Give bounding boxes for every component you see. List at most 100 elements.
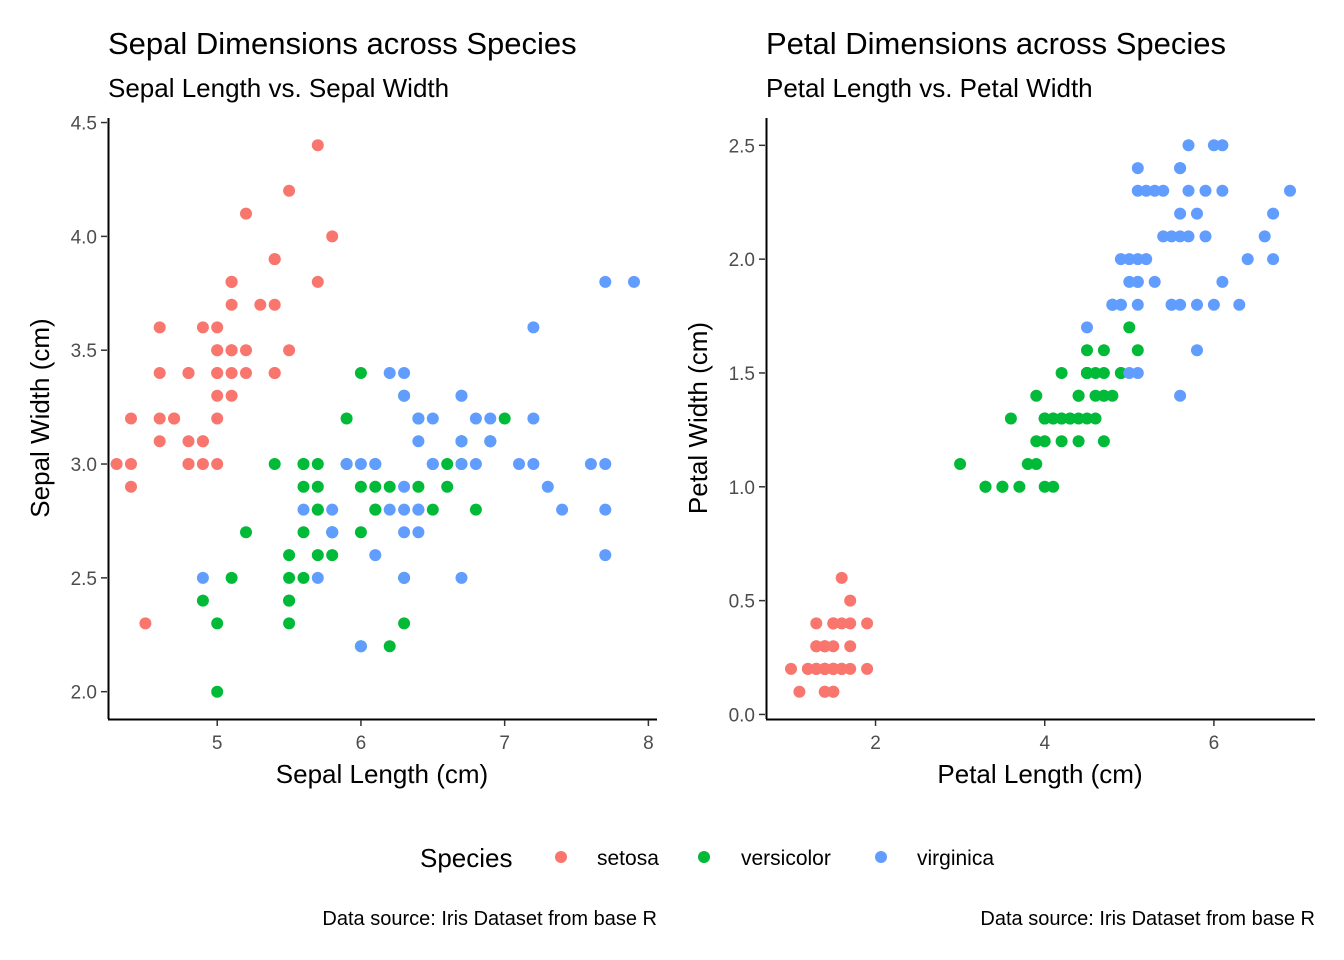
sepal-point-virginica-18 [599, 549, 612, 562]
sepal-chart-title: Sepal Dimensions across Species [108, 26, 577, 61]
sepal-y-tick-label: 2.5 [71, 569, 97, 590]
petal-point-setosa-32 [827, 685, 840, 698]
petal-point-virginica-17 [1267, 207, 1280, 220]
petal-point-virginica-49 [1131, 298, 1144, 311]
petal-point-virginica-32 [1174, 207, 1187, 220]
petal-point-versicolor-4 [1089, 367, 1102, 379]
petal-x-tick-label: 4 [1039, 733, 1050, 754]
sepal-point-setosa-32 [240, 207, 252, 220]
petal-point-virginica-18 [1284, 184, 1296, 197]
legend-label-virginica: virginica [917, 847, 994, 870]
sepal-point-virginica-47 [426, 458, 439, 470]
sepal-point-virginica-6 [196, 571, 209, 584]
sepal-point-setosa-49 [211, 389, 224, 402]
petal-point-virginica-48 [1157, 184, 1170, 197]
petal-chart-subtitle: Petal Length vs. Petal Width [766, 73, 1093, 103]
petal-point-versicolor-22 [1114, 367, 1127, 379]
sepal-point-virginica-21 [297, 503, 310, 516]
petal-point-setosa-26 [835, 617, 848, 630]
petal-point-setosa-43 [835, 571, 848, 584]
petal-point-versicolor-30 [1021, 458, 1034, 470]
petal-point-setosa-13 [793, 685, 806, 698]
sepal-point-versicolor-8 [441, 480, 454, 493]
sepal-caption: Data source: Iris Dataset from base R [322, 908, 657, 930]
sepal-point-virginica-36 [398, 367, 411, 379]
petal-x-ticks: 2 4 6 [870, 720, 1219, 754]
petal-point-versicolor-26 [1106, 389, 1119, 402]
sepal-x-tick-label: 8 [643, 733, 654, 754]
sepal-point-setosa-47 [153, 412, 166, 425]
petal-point-versicolor-23 [1097, 435, 1110, 448]
sepal-point-setosa-46 [225, 275, 238, 288]
petal-chart-title: Petal Dimensions across Species [766, 26, 1226, 61]
legend-key-versicolor [698, 851, 710, 863]
sepal-chart-subtitle: Sepal Length vs. Sepal Width [108, 73, 449, 103]
sepal-point-versicolor-3 [283, 617, 296, 630]
sepal-y-tick-label: 4.0 [71, 227, 97, 248]
petal-point-virginica-27 [1114, 298, 1127, 311]
petal-y-tick-label: 0.0 [729, 705, 755, 726]
petal-point-virginica-33 [1131, 367, 1144, 379]
petal-point-setosa-42 [810, 662, 823, 675]
sepal-point-setosa-36 [283, 344, 296, 357]
sepal-point-virginica-22 [599, 503, 612, 516]
petal-point-versicolor-32 [1030, 435, 1043, 448]
sepal-point-versicolor-29 [311, 549, 324, 562]
petal-point-setosa-35 [801, 662, 814, 675]
petal-point-virginica-21 [1114, 253, 1127, 266]
sepal-point-setosa-26 [211, 367, 224, 379]
sepal-x-ticks: 5 6 7 8 [212, 720, 654, 754]
petal-point-virginica-20 [1182, 184, 1195, 197]
sepal-point-versicolor-47 [383, 480, 396, 493]
sepal-point-versicolor-26 [469, 503, 482, 516]
sepal-point-virginica-26 [383, 503, 396, 516]
petal-point-virginica-39 [1157, 230, 1170, 243]
sepal-point-versicolor-25 [441, 458, 454, 470]
petal-point-virginica-30 [1216, 275, 1229, 288]
petal-point-setosa-31 [827, 617, 840, 630]
petal-point-virginica-28 [1174, 230, 1187, 243]
sepal-point-versicolor-31 [283, 594, 296, 607]
petal-y-ticks: 0.0 0.5 1.0 1.5 2.0 2.5 [729, 136, 765, 726]
petal-point-setosa-23 [844, 594, 857, 607]
petal-point-versicolor-5 [1081, 412, 1093, 425]
sepal-point-setosa-3 [153, 435, 166, 448]
sepal-point-virginica-7 [541, 480, 554, 493]
petal-point-virginica-41 [1131, 184, 1144, 197]
petal-point-versicolor-12 [1038, 480, 1051, 493]
petal-point-virginica-9 [1216, 139, 1229, 152]
petal-point-versicolor-43 [979, 480, 992, 493]
petal-x-axis-label: Petal Length (cm) [937, 759, 1142, 789]
sepal-point-setosa-35 [211, 412, 224, 425]
sepal-point-versicolor-4 [426, 503, 439, 516]
sepal-point-versicolor-0 [498, 412, 511, 425]
sepal-point-virginica-27 [369, 458, 382, 470]
petal-point-virginica-44 [1182, 139, 1195, 152]
sepal-point-setosa-27 [240, 344, 252, 357]
sepal-point-virginica-34 [369, 549, 382, 562]
sepal-point-setosa-24 [182, 367, 195, 379]
petal-point-versicolor-17 [1047, 480, 1060, 493]
petal-x-tick-label: 2 [870, 733, 881, 754]
sepal-point-virginica-25 [527, 412, 540, 425]
sepal-y-tick-label: 3.5 [71, 341, 97, 362]
petal-point-setosa-24 [861, 662, 874, 675]
petal-point-virginica-45 [1140, 184, 1153, 197]
sepal-point-versicolor-7 [196, 594, 209, 607]
petal-point-versicolor-13 [1097, 389, 1110, 402]
sepal-point-setosa-39 [225, 367, 238, 379]
sepal-x-axis-label: Sepal Length (cm) [276, 759, 488, 789]
sepal-point-versicolor-19 [297, 571, 310, 584]
sepal-point-versicolor-34 [268, 458, 281, 470]
sepal-point-versicolor-49 [311, 503, 324, 516]
legend-title: Species [420, 843, 513, 873]
petal-point-virginica-8 [1191, 298, 1203, 311]
petal-point-setosa-37 [818, 685, 831, 698]
sepal-point-virginica-12 [469, 458, 482, 470]
petal-point-virginica-13 [1123, 253, 1136, 266]
sepal-point-setosa-10 [268, 298, 281, 311]
sepal-point-setosa-17 [225, 344, 238, 357]
sepal-point-virginica-31 [628, 275, 640, 288]
sepal-point-versicolor-10 [211, 685, 224, 698]
